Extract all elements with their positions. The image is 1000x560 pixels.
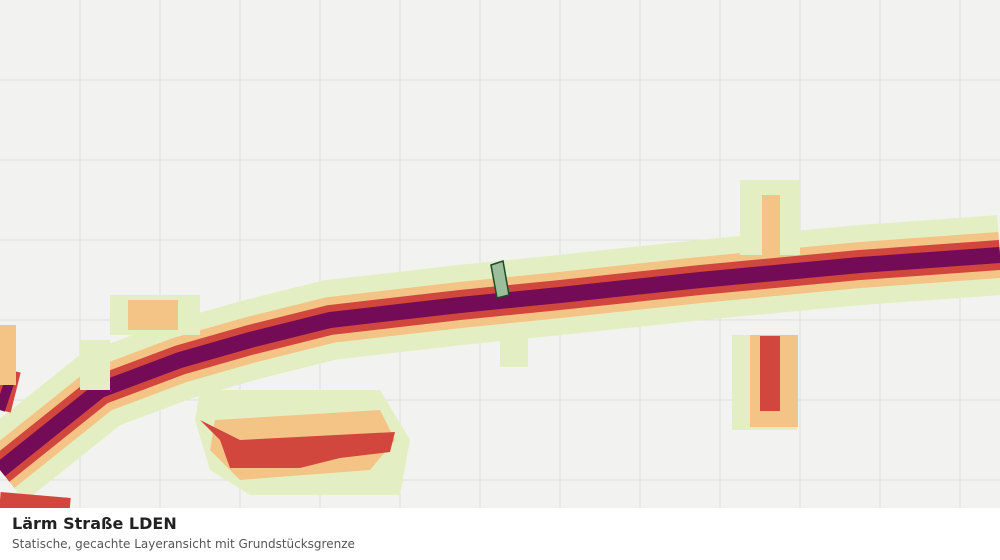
parcel-boundary xyxy=(490,260,510,299)
layer-subtitle: Statische, gecachte Layeransicht mit Gru… xyxy=(12,537,355,551)
caption-bar: Lärm Straße LDEN Statische, gecachte Lay… xyxy=(0,508,1000,560)
noise-band-highest xyxy=(0,247,1000,477)
noise-blobs xyxy=(0,180,800,495)
layer-title: Lärm Straße LDEN xyxy=(12,514,177,533)
noise-band-high xyxy=(0,492,71,508)
map-view xyxy=(0,0,1000,508)
noise-layer xyxy=(0,215,1000,508)
